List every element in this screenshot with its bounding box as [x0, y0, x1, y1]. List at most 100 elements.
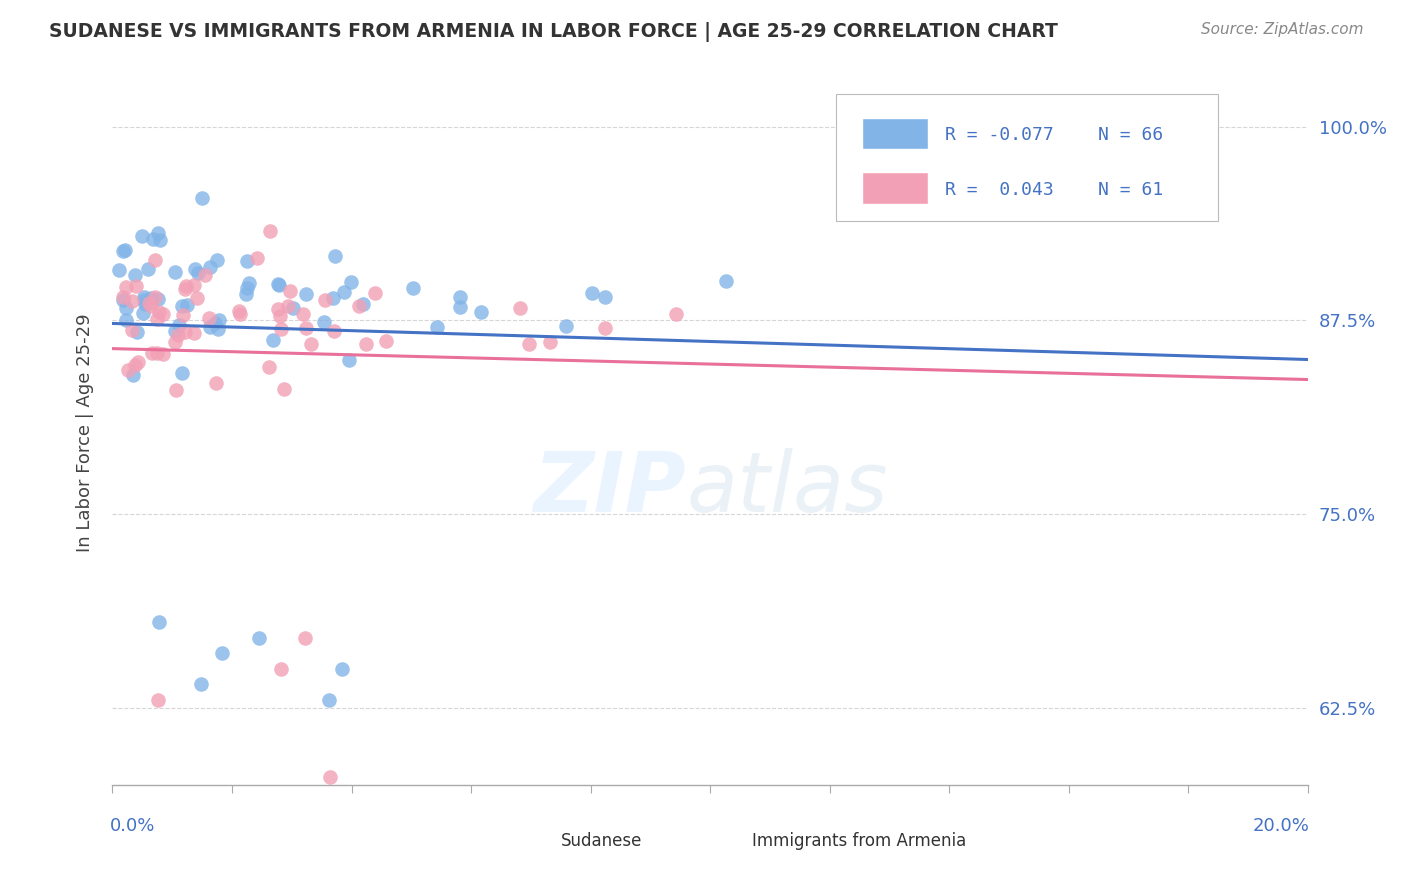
- Point: [246, 251, 269, 265]
- Point: [149, 233, 172, 247]
- Point: [198, 311, 221, 326]
- Point: [198, 260, 221, 274]
- Point: [146, 227, 169, 241]
- Point: [509, 301, 531, 315]
- Point: [165, 383, 187, 397]
- Point: [112, 244, 135, 259]
- Point: [270, 322, 292, 336]
- Point: [163, 265, 186, 279]
- Point: [174, 325, 197, 339]
- Point: [228, 304, 250, 318]
- Point: [665, 307, 688, 321]
- Point: [176, 279, 198, 293]
- Point: [141, 346, 163, 360]
- Point: [172, 308, 194, 322]
- Bar: [508, 829, 548, 855]
- Point: [716, 274, 738, 288]
- Point: [136, 261, 159, 276]
- Point: [163, 334, 186, 349]
- Bar: [862, 172, 928, 203]
- Point: [402, 281, 425, 295]
- Point: [363, 285, 385, 300]
- Point: [333, 285, 356, 299]
- Point: [318, 770, 340, 784]
- Text: N = 61: N = 61: [1098, 180, 1164, 199]
- Point: [267, 301, 290, 316]
- Point: [125, 325, 148, 339]
- Point: [538, 334, 561, 349]
- Point: [124, 358, 146, 372]
- Point: [148, 305, 170, 319]
- Text: Source: ZipAtlas.com: Source: ZipAtlas.com: [1201, 22, 1364, 37]
- Point: [273, 383, 295, 397]
- Point: [114, 243, 136, 257]
- Point: [186, 291, 208, 305]
- Point: [281, 301, 304, 315]
- Point: [449, 300, 471, 314]
- Point: [277, 300, 299, 314]
- Point: [295, 320, 318, 334]
- Point: [145, 312, 167, 326]
- Point: [236, 253, 259, 268]
- Point: [426, 320, 449, 334]
- Point: [337, 352, 360, 367]
- Text: SUDANESE VS IMMIGRANTS FROM ARMENIA IN LABOR FORCE | AGE 25-29 CORRELATION CHART: SUDANESE VS IMMIGRANTS FROM ARMENIA IN L…: [49, 22, 1059, 42]
- Point: [176, 298, 198, 312]
- Point: [134, 296, 156, 310]
- Point: [190, 677, 212, 691]
- Point: [470, 304, 492, 318]
- Point: [143, 253, 166, 268]
- Point: [318, 693, 340, 707]
- Point: [170, 299, 193, 313]
- Point: [143, 290, 166, 304]
- Point: [146, 293, 169, 307]
- Point: [139, 291, 162, 305]
- Point: [132, 293, 155, 307]
- Point: [117, 363, 139, 377]
- Point: [146, 693, 169, 707]
- Point: [207, 252, 229, 267]
- Point: [322, 291, 344, 305]
- Text: atlas: atlas: [686, 449, 887, 530]
- Point: [294, 631, 316, 645]
- Point: [267, 277, 290, 291]
- Point: [121, 294, 143, 309]
- Point: [174, 282, 197, 296]
- Point: [352, 297, 374, 311]
- Bar: [699, 829, 740, 855]
- Point: [207, 322, 229, 336]
- Point: [200, 319, 222, 334]
- Point: [191, 191, 214, 205]
- Text: R = -0.077: R = -0.077: [945, 127, 1054, 145]
- Point: [314, 315, 336, 329]
- Point: [148, 615, 170, 630]
- Point: [131, 229, 153, 244]
- Point: [595, 289, 617, 303]
- Point: [124, 268, 146, 283]
- Point: [121, 323, 143, 337]
- Point: [270, 662, 292, 676]
- Point: [163, 324, 186, 338]
- Text: R =  0.043: R = 0.043: [945, 180, 1054, 199]
- Point: [211, 786, 233, 800]
- Point: [555, 319, 578, 334]
- Point: [259, 224, 281, 238]
- Point: [146, 346, 169, 360]
- Point: [112, 293, 135, 307]
- Point: [375, 334, 398, 348]
- Text: Sudanese: Sudanese: [561, 832, 643, 850]
- Text: Immigrants from Armenia: Immigrants from Armenia: [752, 832, 966, 850]
- Point: [211, 646, 233, 660]
- Point: [278, 284, 301, 298]
- Point: [187, 267, 209, 281]
- Point: [247, 631, 270, 645]
- Point: [107, 263, 129, 277]
- Point: [152, 307, 174, 321]
- Text: ZIP: ZIP: [533, 449, 686, 530]
- Text: 20.0%: 20.0%: [1253, 817, 1310, 835]
- Point: [183, 278, 205, 293]
- Point: [167, 318, 190, 332]
- Point: [291, 307, 314, 321]
- Point: [323, 249, 346, 263]
- Point: [139, 299, 162, 313]
